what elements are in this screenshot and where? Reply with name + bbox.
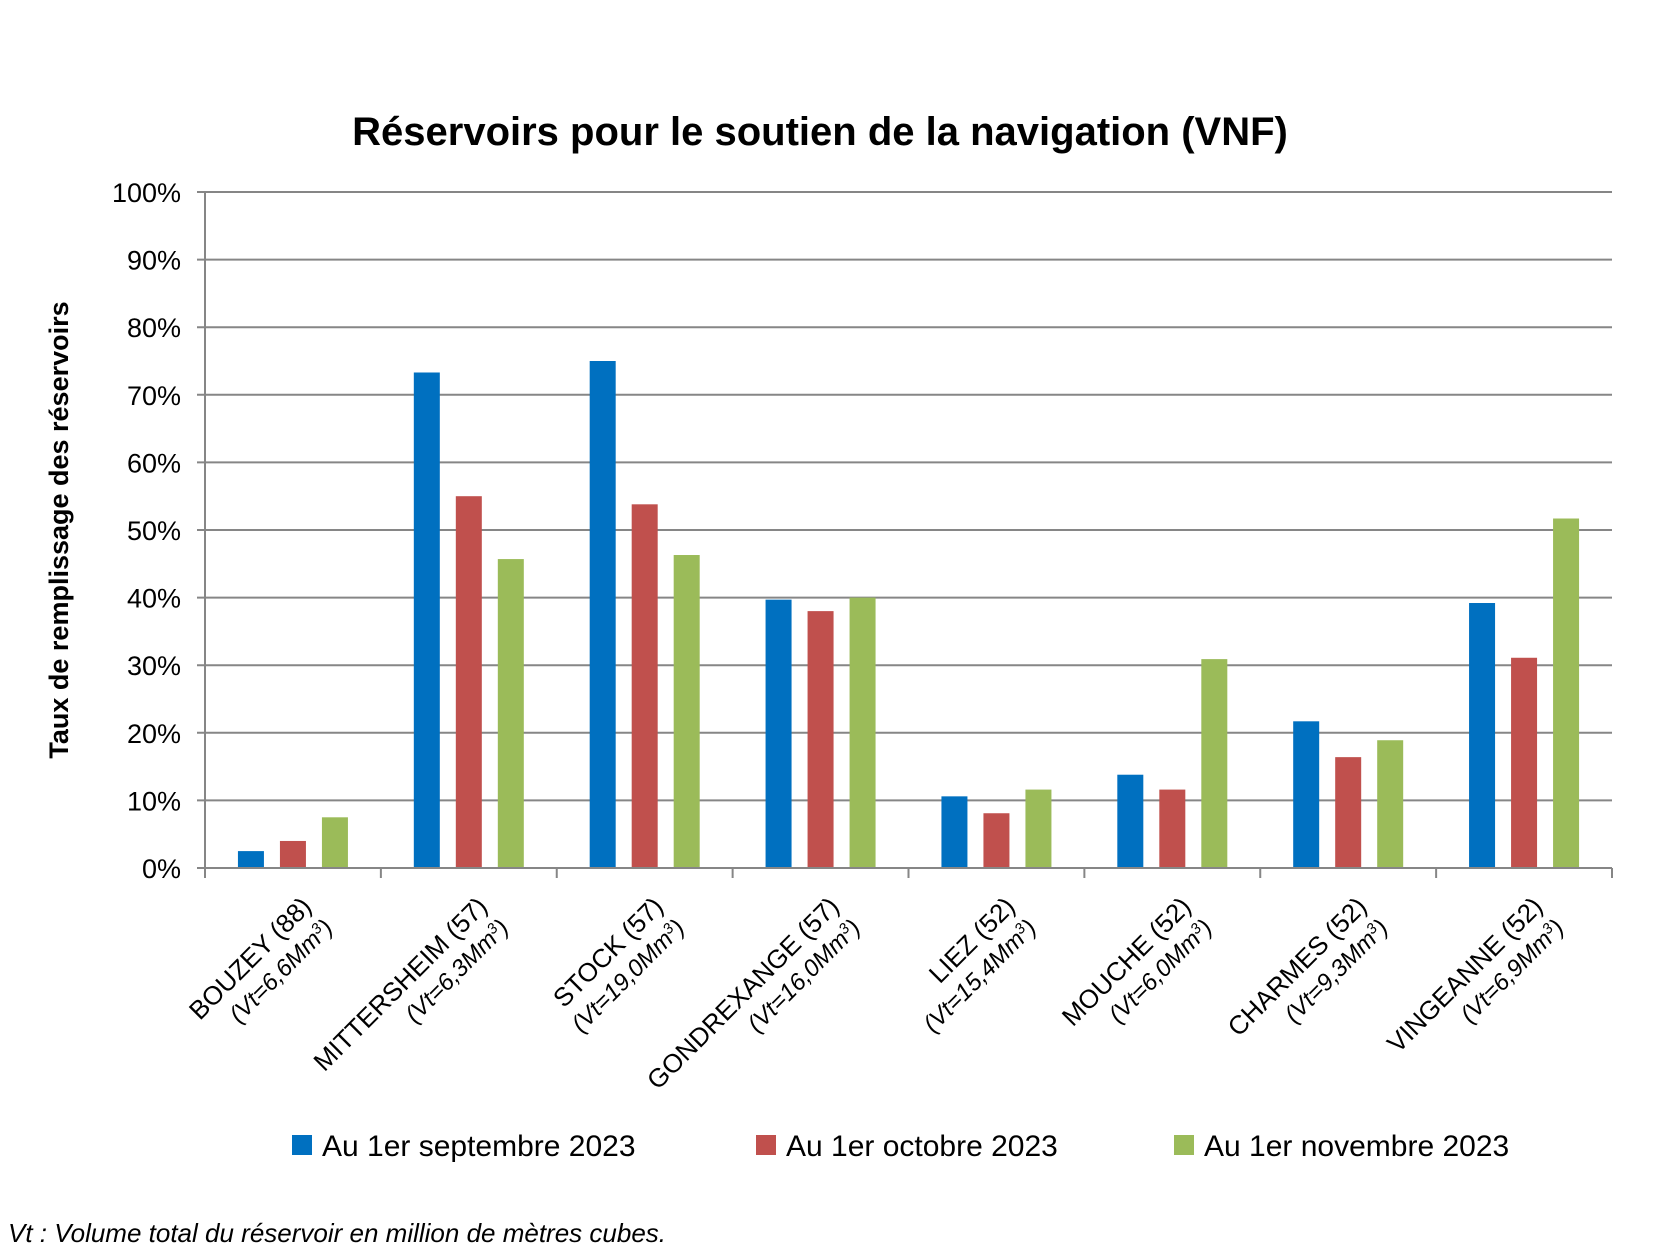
- x-category-label: STOCK (57)(Vt=19,0Mm3): [547, 891, 690, 1038]
- footnote: Vt : Volume total du réservoir en millio…: [8, 1218, 666, 1248]
- x-category-name: MITTERSHEIM (57): [307, 891, 493, 1077]
- y-tick-label: 70%: [127, 381, 181, 411]
- bar: [321, 817, 348, 868]
- bar: [983, 813, 1010, 868]
- bar: [941, 796, 968, 868]
- bar: [1117, 774, 1144, 868]
- bar: [1511, 657, 1538, 868]
- bar: [631, 504, 658, 868]
- y-tick-labels: 0% 10% 20% 30% 40% 50% 60% 70% 80% 90% 100%: [112, 178, 181, 884]
- x-category-label: VINGEANNE (52)(Vt=6,9Mm3): [1381, 891, 1570, 1058]
- bar: [849, 597, 876, 868]
- bar: [237, 851, 264, 868]
- bar: [1201, 659, 1228, 868]
- x-category-label: MITTERSHEIM (57)(Vt=6,3Mm3): [307, 891, 514, 1077]
- bar: [1469, 603, 1496, 868]
- y-tick-label: 90%: [127, 246, 181, 276]
- bar: [1377, 740, 1404, 868]
- y-tick-label: 50%: [127, 516, 181, 546]
- bars: [237, 361, 1580, 868]
- y-tick-label: 10%: [127, 786, 181, 816]
- y-axis-label: Taux de remplissage des réservoirs: [44, 301, 74, 758]
- legend-label: Au 1er novembre 2023: [1204, 1130, 1509, 1163]
- y-tick-label: 20%: [127, 719, 181, 749]
- y-tick-label: 60%: [127, 448, 181, 478]
- legend: Au 1er septembre 2023 Au 1er octobre 2023…: [292, 1130, 1509, 1163]
- bar: [413, 372, 440, 868]
- bar: [279, 840, 306, 868]
- bar: [1553, 518, 1580, 868]
- bar: [497, 559, 524, 868]
- y-tick-label: 80%: [127, 313, 181, 343]
- legend-swatch: [292, 1135, 312, 1155]
- bar: [1293, 721, 1320, 868]
- x-category-label: MOUCHE (52)(Vt=6,0Mm3): [1056, 891, 1218, 1032]
- legend-label: Au 1er octobre 2023: [786, 1130, 1058, 1163]
- bar: [589, 361, 616, 868]
- bar: [765, 599, 792, 868]
- x-category-label: LIEZ (52)(Vt=15,4Mm3): [918, 891, 1042, 1038]
- bar: [1159, 789, 1186, 868]
- x-category-label: CHARMES (52)(Vt=9,3Mm3): [1221, 891, 1393, 1042]
- chart-title: Réservoirs pour le soutien de la navigat…: [352, 110, 1288, 154]
- legend-swatch: [1174, 1135, 1194, 1155]
- legend-swatch: [756, 1135, 776, 1155]
- bar: [1025, 789, 1052, 868]
- bar: [807, 611, 834, 868]
- bar: [673, 555, 700, 868]
- axes: [204, 192, 1613, 878]
- legend-label: Au 1er septembre 2023: [322, 1130, 636, 1163]
- bar: [1335, 757, 1362, 868]
- bar: [455, 496, 482, 868]
- y-tick-label: 0%: [142, 854, 181, 884]
- x-category-label: BOUZEY (88)(Vt=6,6Mm3): [183, 891, 338, 1028]
- y-tick-label: 40%: [127, 584, 181, 614]
- y-tick-label: 30%: [127, 651, 181, 681]
- y-tick-label: 100%: [112, 178, 181, 208]
- x-tick-labels: BOUZEY (88)(Vt=6,6Mm3)MITTERSHEIM (57)(V…: [183, 891, 1570, 1095]
